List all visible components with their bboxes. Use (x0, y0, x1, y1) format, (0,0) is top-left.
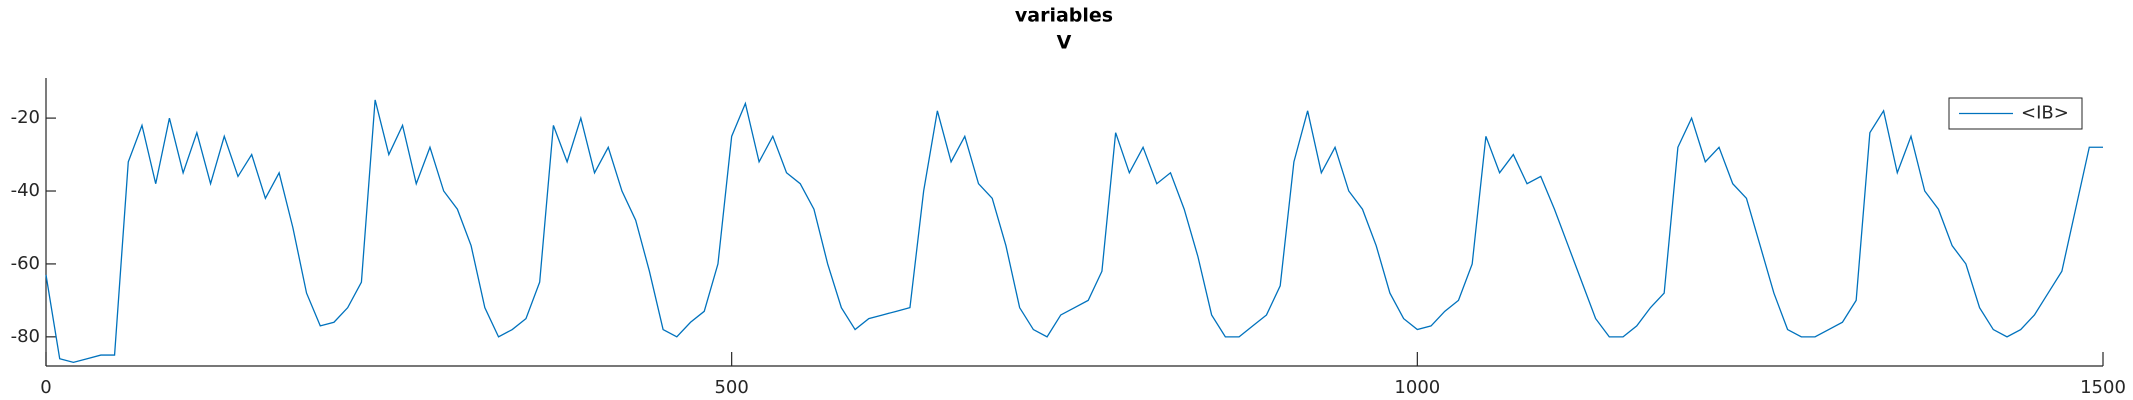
y-tick-label: -20 (11, 107, 40, 128)
chart-title: variables (1015, 5, 1113, 27)
x-tick-label: 500 (714, 377, 748, 398)
legend-label: <IB> (2021, 103, 2069, 124)
x-tick-label: 0 (40, 377, 51, 398)
legend-box (1948, 97, 2083, 130)
y-tick-label: -60 (11, 253, 40, 274)
y-tick-label: -40 (11, 180, 40, 201)
chart-subtitle: V (1057, 32, 1072, 54)
y-tick-label: -80 (11, 326, 40, 347)
x-tick-label: 1500 (2080, 377, 2126, 398)
x-tick-label: 1000 (1394, 377, 1440, 398)
series-line (45, 99, 2103, 364)
